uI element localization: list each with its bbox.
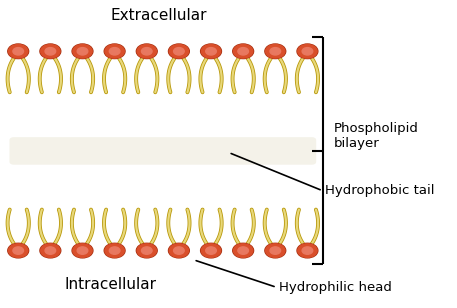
Circle shape: [73, 45, 92, 58]
Circle shape: [105, 45, 124, 58]
Circle shape: [206, 47, 216, 55]
Circle shape: [169, 45, 189, 58]
Circle shape: [109, 47, 120, 55]
Circle shape: [45, 47, 56, 55]
Circle shape: [233, 44, 254, 59]
Circle shape: [266, 244, 285, 257]
Circle shape: [73, 244, 92, 257]
Circle shape: [233, 243, 254, 258]
Circle shape: [9, 45, 28, 58]
Circle shape: [270, 247, 281, 254]
Text: Phospholipid
bilayer: Phospholipid bilayer: [334, 122, 419, 150]
Circle shape: [8, 44, 29, 59]
Circle shape: [302, 247, 313, 254]
Circle shape: [142, 247, 152, 254]
Circle shape: [13, 47, 23, 55]
Circle shape: [234, 244, 253, 257]
Text: Intracellular: Intracellular: [64, 277, 156, 292]
Circle shape: [105, 244, 124, 257]
Circle shape: [45, 247, 56, 254]
Circle shape: [104, 243, 125, 258]
Circle shape: [136, 44, 157, 59]
Circle shape: [169, 243, 189, 258]
Circle shape: [201, 243, 222, 258]
Circle shape: [297, 243, 318, 258]
Circle shape: [137, 45, 156, 58]
Circle shape: [136, 243, 157, 258]
Text: Hydrophilic head: Hydrophilic head: [279, 281, 392, 294]
Circle shape: [298, 45, 317, 58]
Circle shape: [72, 44, 93, 59]
Text: Hydrophobic tail: Hydrophobic tail: [325, 184, 435, 197]
Circle shape: [109, 247, 120, 254]
Circle shape: [298, 244, 317, 257]
FancyBboxPatch shape: [10, 137, 316, 165]
Circle shape: [266, 45, 285, 58]
Circle shape: [174, 47, 184, 55]
Circle shape: [265, 44, 286, 59]
Circle shape: [265, 243, 286, 258]
Circle shape: [104, 44, 125, 59]
Circle shape: [9, 244, 28, 257]
Circle shape: [206, 247, 216, 254]
Circle shape: [238, 47, 249, 55]
Circle shape: [142, 47, 152, 55]
Circle shape: [41, 244, 60, 257]
Circle shape: [302, 47, 313, 55]
Circle shape: [137, 244, 156, 257]
Circle shape: [270, 47, 281, 55]
Text: Extracellular: Extracellular: [110, 8, 207, 23]
Circle shape: [169, 44, 189, 59]
Circle shape: [40, 44, 61, 59]
Circle shape: [297, 44, 318, 59]
Circle shape: [234, 45, 253, 58]
Circle shape: [174, 247, 184, 254]
Circle shape: [202, 45, 221, 58]
Circle shape: [41, 45, 60, 58]
Circle shape: [72, 243, 93, 258]
Circle shape: [40, 243, 61, 258]
Circle shape: [77, 47, 88, 55]
Circle shape: [201, 44, 222, 59]
Circle shape: [13, 247, 23, 254]
Circle shape: [202, 244, 221, 257]
Circle shape: [8, 243, 29, 258]
Circle shape: [169, 244, 189, 257]
Circle shape: [77, 247, 88, 254]
Circle shape: [238, 247, 249, 254]
